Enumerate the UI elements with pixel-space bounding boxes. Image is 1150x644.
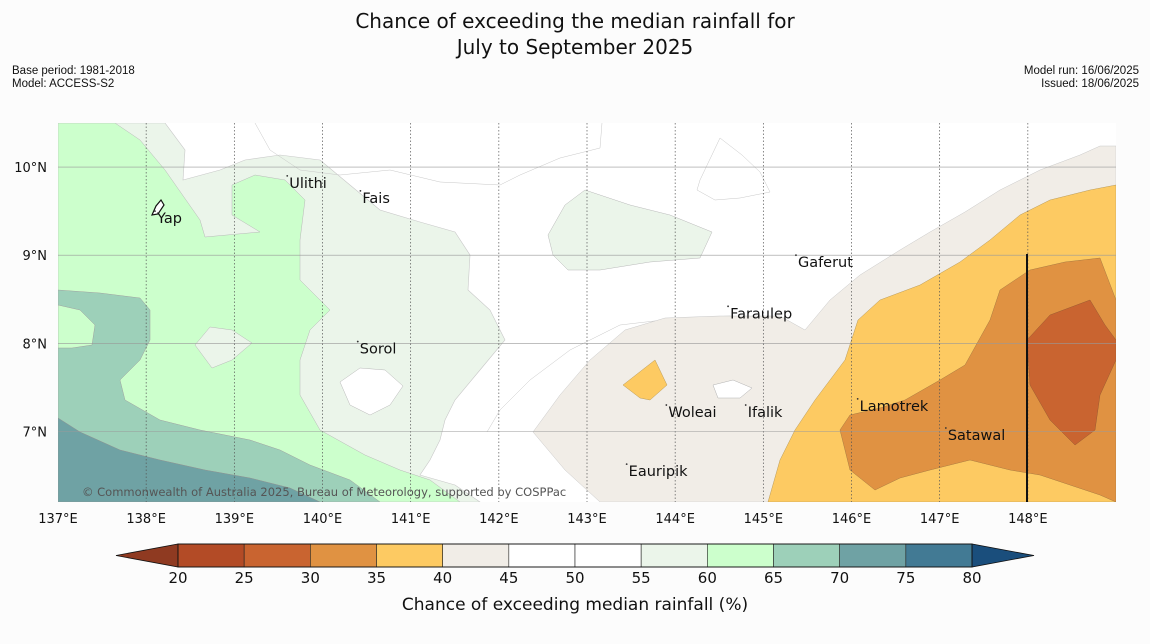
contour-70-75 (58, 417, 321, 502)
place-marker (944, 427, 947, 429)
base-info: Base period: 1981-2018 Model: ACCESS-S2 (12, 65, 135, 91)
lon-tick-label: 144°E (655, 512, 695, 527)
colorbar-label: Chance of exceeding median rainfall (%) (402, 595, 748, 615)
place-marker (795, 254, 797, 257)
place-label: Satawal (948, 428, 1005, 444)
place-marker (744, 404, 747, 406)
place-label: Fais (362, 191, 389, 207)
contour-pocket-5 (622, 359, 668, 401)
colorbar-segment (177, 543, 245, 568)
issued-label: Issued: 18/06/2025 (1041, 78, 1139, 90)
contour-pocket-6 (712, 379, 753, 399)
place-marker (359, 189, 362, 192)
contour-65-70 (58, 289, 381, 502)
colorbar-tick-label: 35 (367, 569, 386, 587)
colorbar-over-arrow (971, 543, 1035, 568)
place-marker (625, 463, 628, 465)
colorbar-segment (376, 543, 443, 568)
lon-tick-label: 143°E (567, 512, 607, 527)
contour-line-1 (254, 123, 603, 186)
contour-25-30 (1026, 299, 1116, 446)
colorbar-tick-label: 40 (433, 569, 452, 587)
lon-tick-label: 145°E (744, 512, 784, 527)
place-label: Eauripik (629, 464, 688, 480)
colorbar-tick-label: 65 (764, 569, 783, 587)
place-label: Gaferut (798, 255, 853, 271)
map-title: Chance of exceeding the median rainfall … (0, 8, 1150, 60)
place-label: Yap (156, 211, 182, 227)
base-period-label: Base period: 1981-2018 (12, 65, 135, 77)
model-run-label: Model run: 16/06/2025 (1023, 65, 1139, 77)
place-marker (856, 397, 859, 400)
place-marker (727, 305, 729, 308)
contour-line-2 (696, 137, 771, 201)
contour-pocket-1 (58, 304, 96, 349)
model-label: Model: ACCESS-S2 (12, 78, 115, 90)
colorbar-segment (310, 543, 377, 568)
colorbar-segment (905, 543, 973, 568)
lon-tick-label: 146°E (832, 512, 872, 527)
colorbar-segment (508, 543, 576, 568)
colorbar-tick-label: 25 (235, 569, 254, 587)
place-label: Ulithi (289, 176, 327, 192)
contour-60-65 (58, 123, 461, 502)
colorbar-segment (707, 543, 774, 568)
place-labels: Ulithi Fais Yap Gaferut Faraulep Sorol Lamotre… (154, 174, 1005, 480)
map-graticule (58, 123, 1116, 502)
colorbar-segment (773, 543, 840, 568)
colorbar-segment (839, 543, 907, 568)
colorbar-tick-label: 75 (896, 569, 915, 587)
place-marker (665, 404, 668, 406)
colorbar: 20 25 30 35 40 45 50 55 60 65 70 75 80 (115, 543, 1035, 587)
place-label: Ifalik (748, 405, 783, 421)
colorbar-segment (574, 543, 642, 568)
lon-tick-label: 139°E (215, 512, 255, 527)
colorbar-segment (243, 543, 311, 568)
colorbar-tick-label: 30 (301, 569, 320, 587)
lat-tick-label: 10°N (14, 161, 47, 176)
lon-tick-label: 148°E (1008, 512, 1048, 527)
lat-tick-label: 9°N (23, 249, 48, 264)
lat-tick-label: 8°N (23, 337, 48, 352)
lon-tick-label: 142°E (479, 512, 519, 527)
lon-tick-label: 141°E (391, 512, 431, 527)
place-marker (154, 210, 156, 213)
colorbar-segment (442, 543, 510, 568)
colorbar-tick-label: 60 (698, 569, 717, 587)
colorbar-tick-label: 20 (168, 569, 187, 587)
title-line-2: July to September 2025 (456, 35, 694, 59)
colorbar-tick-label: 55 (632, 569, 651, 587)
place-label: Sorol (360, 342, 397, 358)
lon-tick-label: 140°E (303, 512, 343, 527)
axis-ticks: 137°E 138°E 139°E 140°E 141°E 142°E 143°E 144°E… (14, 161, 1047, 527)
colorbar-tick-label: 50 (565, 569, 584, 587)
lat-tick-label: 7°N (23, 425, 48, 440)
run-info: Model run: 16/06/2025 Issued: 18/06/2025 (1024, 65, 1139, 91)
colorbar-under-arrow (115, 543, 179, 568)
colorbar-tick-label: 80 (962, 569, 981, 587)
place-label: Woleai (668, 405, 716, 421)
contour-pocket-4 (547, 189, 713, 271)
colorbar-tick-label: 70 (830, 569, 849, 587)
copyright-text: © Commonwealth of Australia 2025, Bureau… (82, 485, 566, 499)
contour-pocket-3 (339, 367, 404, 416)
title-line-1: Chance of exceeding the median rainfall … (355, 9, 795, 33)
lon-tick-label: 138°E (126, 512, 166, 527)
lon-tick-label: 137°E (38, 512, 78, 527)
contour-pocket-2 (194, 326, 253, 369)
colorbar-tick-label: 45 (499, 569, 518, 587)
colorbar-segment (640, 543, 708, 568)
place-marker (286, 174, 289, 177)
place-marker (356, 340, 359, 343)
lon-tick-label: 147°E (920, 512, 960, 527)
place-label: Faraulep (730, 306, 792, 322)
place-label: Lamotrek (860, 399, 929, 415)
colorbar-frame (177, 543, 973, 568)
